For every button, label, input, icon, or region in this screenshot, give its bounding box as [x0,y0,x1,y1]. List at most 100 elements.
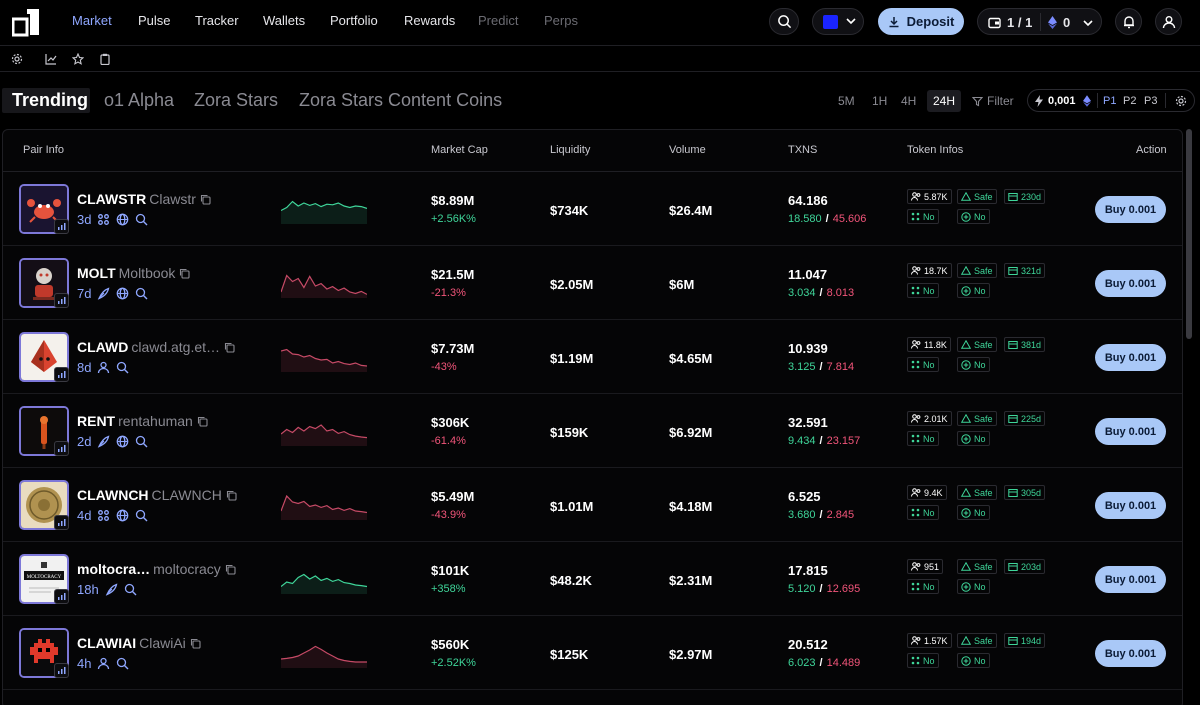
table-row[interactable]: CLAWD clawd.atg.et… 8d $7.73M -43% $1.19M… [3,320,1182,394]
buy-button[interactable]: Buy 0.001 [1095,270,1166,297]
token-title[interactable]: moltocra… moltocracy [77,561,236,577]
chain-color-swatch [823,15,838,29]
buy-button[interactable]: Buy 0.001 [1095,344,1166,371]
copy-icon[interactable] [225,564,236,575]
nav-predict[interactable]: Predict [478,13,519,28]
column-header-txns[interactable]: TXNS [788,144,818,156]
buy-button[interactable]: Buy 0.001 [1095,196,1166,223]
user-icon[interactable] [97,657,110,670]
column-header-volume[interactable]: Volume [669,144,706,156]
search-icon[interactable] [116,361,129,374]
column-header-market-cap[interactable]: Market Cap [431,144,488,156]
search-icon[interactable] [124,583,137,596]
preset-p1[interactable]: P1 [1103,95,1117,107]
download-icon [889,16,899,27]
tab-zora-stars[interactable]: Zora Stars [194,90,279,110]
globe-icon[interactable] [116,509,129,522]
feather-icon[interactable] [105,583,118,596]
app-logo[interactable] [12,7,42,37]
table-row[interactable]: RENT rentahuman 2d $306K -61.4% $159K $6.… [3,394,1182,468]
token-meta: 18h [77,582,137,597]
feather-icon[interactable] [97,287,110,300]
gear-icon[interactable] [1175,95,1187,107]
chart-icon[interactable] [45,53,57,65]
notifications-button[interactable] [1115,8,1142,35]
globe-icon[interactable] [116,435,129,448]
timeframe-24h[interactable]: 24H [927,90,962,112]
nav-rewards[interactable]: Rewards [404,13,456,28]
mint-status-badge: No [907,431,939,446]
user-icon[interactable] [97,361,110,374]
column-header-pair[interactable]: Pair Info [23,144,64,156]
token-avatar[interactable] [19,332,69,382]
preset-p3[interactable]: P3 [1144,95,1158,107]
filter-button[interactable]: Filter [972,94,1014,108]
wallet-selector[interactable]: 1 / 1 0 [977,8,1102,35]
buy-button[interactable]: Buy 0.001 [1095,566,1166,593]
quick-buy-amount[interactable]: 0,001 [1048,95,1076,107]
feather-icon[interactable] [97,435,110,448]
search-icon[interactable] [135,435,148,448]
timeframe-4h[interactable]: 4H [901,94,917,108]
search-icon[interactable] [135,213,148,226]
table-row[interactable]: CLAWIAI ClawiAi 4h $560K +2.52K% $125K $2… [3,616,1182,690]
search-icon[interactable] [135,509,148,522]
nav-wallets[interactable]: Wallets [263,13,306,28]
copy-icon[interactable] [226,490,237,501]
token-avatar[interactable] [19,480,69,530]
profile-button[interactable] [1155,8,1182,35]
table-row[interactable]: MOLT Moltbook 7d $21.5M -21.3% $2.05M $6M… [3,246,1182,320]
nav-pulse[interactable]: Pulse [138,13,171,28]
chain-selector[interactable] [812,8,864,35]
globe-icon[interactable] [116,213,129,226]
nav-portfolio[interactable]: Portfolio [330,13,378,28]
table-row[interactable]: CLAWNCH CLAWNCH 4d $5.49M -43.9% $1.01M $… [3,468,1182,542]
column-header-liquidity[interactable]: Liquidity [550,144,591,156]
txns-sells: 2.845 [826,509,855,521]
search-button[interactable] [769,8,799,35]
table-row[interactable]: CLAWSTR Clawstr 3d $8.89M +2.56K% $734K $… [3,172,1182,246]
tab-o1-alpha[interactable]: o1 Alpha [104,90,175,110]
token-age: 18h [77,582,99,597]
warning-icon [961,488,971,497]
deposit-button[interactable]: Deposit [878,8,964,35]
clipboard-icon[interactable] [99,53,111,65]
nav-tracker[interactable]: Tracker [195,13,239,28]
token-avatar[interactable]: MOLTOCRACY [19,554,69,604]
preset-p2[interactable]: P2 [1123,95,1137,107]
token-title[interactable]: CLAWSTR Clawstr [77,191,211,207]
tab-trending[interactable]: Trending [2,88,90,113]
copy-icon[interactable] [190,638,201,649]
users-icon[interactable] [97,213,110,226]
search-icon[interactable] [116,657,129,670]
token-title[interactable]: CLAWD clawd.atg.et… [77,339,235,355]
token-title[interactable]: RENT rentahuman [77,413,208,429]
search-icon[interactable] [135,287,148,300]
copy-icon[interactable] [197,416,208,427]
users-icon[interactable] [97,509,110,522]
calendar-icon [1008,489,1018,497]
tab-zora-stars-content-coins[interactable]: Zora Stars Content Coins [299,90,503,110]
copy-icon[interactable] [179,268,190,279]
token-title[interactable]: CLAWNCH CLAWNCH [77,487,237,503]
warning-icon [961,266,971,275]
token-title[interactable]: CLAWIAI ClawiAi [77,635,201,651]
buy-button[interactable]: Buy 0.001 [1095,418,1166,445]
buy-button[interactable]: Buy 0.001 [1095,492,1166,519]
table-row[interactable]: MOLTOCRACY moltocra… moltocracy 18h $101K… [3,542,1182,616]
table-scrollbar[interactable] [1186,129,1192,339]
buy-button[interactable]: Buy 0.001 [1095,640,1166,667]
token-avatar[interactable] [19,184,69,234]
timeframe-1h[interactable]: 1H [872,94,888,108]
token-title[interactable]: MOLT Moltbook [77,265,190,281]
copy-icon[interactable] [200,194,211,205]
copy-icon[interactable] [224,342,235,353]
nav-perps[interactable]: Perps [544,13,578,28]
price-sparkline [280,342,368,372]
nav-market[interactable]: Market [72,13,112,28]
warning-icon [961,562,971,571]
star-icon[interactable] [72,53,84,65]
timeframe-5m[interactable]: 5M [838,94,855,108]
gear-icon[interactable] [11,53,23,65]
globe-icon[interactable] [116,287,129,300]
